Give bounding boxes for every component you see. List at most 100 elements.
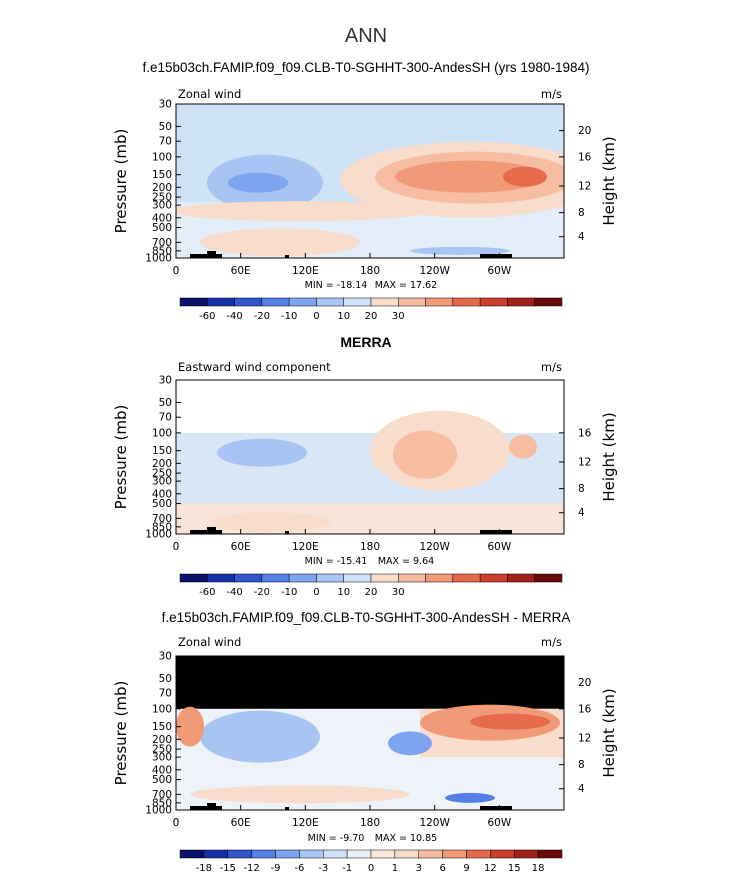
colorbar-swatch bbox=[514, 849, 539, 859]
xtick-label: 60W bbox=[487, 265, 511, 277]
colorbar: -60 -40 -20 -10 0 10 20 30 bbox=[179, 297, 563, 322]
colorbar-swatch bbox=[452, 297, 481, 307]
ytick-right-label: 16 bbox=[578, 427, 592, 439]
colorbar-swatch bbox=[346, 849, 372, 859]
colorbar-swatch bbox=[179, 573, 208, 583]
colorbar-tick-label: 12 bbox=[484, 863, 497, 872]
colorbar-tick-label: 10 bbox=[337, 587, 350, 598]
topography bbox=[190, 803, 512, 810]
units-label: m/s bbox=[541, 87, 562, 101]
ytick-label: 400 bbox=[152, 764, 172, 776]
colorbar-tick-label: 1 bbox=[392, 863, 398, 872]
diff-cool-core bbox=[388, 731, 432, 756]
colorbar-swatch bbox=[398, 573, 426, 583]
ytick-label: 300 bbox=[152, 752, 172, 764]
colorbar-swatch bbox=[479, 297, 508, 307]
ytick-label: 700 bbox=[152, 237, 172, 249]
xtick-label: 120W bbox=[419, 541, 450, 553]
diff-surface-cool bbox=[445, 792, 495, 803]
yaxis-label: Pressure (mb) bbox=[112, 129, 130, 234]
xtick-label: 120E bbox=[292, 541, 319, 553]
ytick-right-label: 12 bbox=[578, 456, 591, 468]
colorbar-swatch bbox=[452, 573, 481, 583]
ytick-label: 1000 bbox=[145, 253, 172, 265]
xtick-label: 180 bbox=[360, 265, 380, 277]
surface-warm bbox=[200, 228, 360, 257]
ytick-label: 150 bbox=[152, 445, 172, 457]
xtick-label: 120W bbox=[419, 817, 450, 829]
ytick-label: 50 bbox=[159, 673, 172, 685]
colorbar-swatch bbox=[261, 297, 290, 307]
colorbar-tick-label: 30 bbox=[392, 587, 405, 598]
colorbar-swatch bbox=[370, 849, 396, 859]
ytick-label: 250 bbox=[152, 468, 172, 480]
ytick-label: 850 bbox=[152, 521, 172, 533]
max-label: MAX = 10.85 bbox=[375, 833, 437, 844]
diff-warm-edge bbox=[176, 706, 204, 747]
panel-title: f.e15b03ch.FAMIP.f09_f09.CLB-T0-SGHHT-30… bbox=[143, 60, 590, 75]
colorbar-swatch bbox=[534, 573, 563, 583]
variable-label: Zonal wind bbox=[178, 87, 241, 101]
ytick-label: 1000 bbox=[145, 529, 172, 541]
colorbar-swatch bbox=[425, 297, 454, 307]
jet-warm-core bbox=[509, 434, 537, 459]
yaxis-label: Pressure (mb) bbox=[112, 405, 130, 510]
colorbar-swatch bbox=[370, 297, 399, 307]
colorbar-tick-label: 30 bbox=[392, 311, 405, 322]
colorbar-swatch bbox=[288, 573, 317, 583]
colorbar-tick-label: -10 bbox=[281, 311, 297, 322]
ytick-right-label: 12 bbox=[578, 180, 591, 192]
colorbar-swatch bbox=[466, 849, 491, 859]
ytick-right-label: 12 bbox=[578, 732, 591, 744]
colorbar-swatch bbox=[507, 573, 535, 583]
ytick-right-label: 8 bbox=[578, 759, 585, 771]
xtick-label: 0 bbox=[173, 541, 180, 553]
diff-cool bbox=[200, 710, 320, 763]
ytick-label: 70 bbox=[159, 136, 172, 148]
ytick-label: 500 bbox=[152, 498, 172, 510]
ytick-label: 400 bbox=[152, 488, 172, 500]
xtick-label: 120W bbox=[419, 265, 450, 277]
colorbar-swatch bbox=[537, 849, 563, 859]
ytick-label: 500 bbox=[152, 774, 172, 786]
colorbar-swatch bbox=[394, 849, 419, 859]
xtick-label: 120E bbox=[292, 817, 319, 829]
ytick-label: 300 bbox=[152, 476, 172, 488]
diff-warm-core bbox=[470, 713, 550, 730]
variable-label: Zonal wind bbox=[178, 635, 241, 649]
max-label: MAX = 17.62 bbox=[375, 280, 437, 291]
colorbar-tick-label: -20 bbox=[254, 587, 270, 598]
ytick-label: 30 bbox=[159, 375, 172, 387]
xtick-label: 60E bbox=[231, 541, 251, 553]
ytick-label: 70 bbox=[159, 688, 172, 700]
ytick-label: 30 bbox=[159, 99, 172, 111]
colorbar-swatch bbox=[275, 849, 300, 859]
ytick-right-label: 8 bbox=[578, 207, 585, 219]
xtick-label: 0 bbox=[173, 265, 180, 277]
panel-title: MERRA bbox=[340, 334, 391, 350]
ytick-label: 70 bbox=[159, 412, 172, 424]
ytick-label: 100 bbox=[152, 427, 172, 439]
contour-field bbox=[176, 656, 564, 810]
jet-cool-core bbox=[228, 172, 288, 193]
xtick-label: 60W bbox=[487, 817, 511, 829]
ytick-label: 200 bbox=[152, 734, 172, 746]
ytick-label: 850 bbox=[152, 797, 172, 809]
jet-warm-core bbox=[503, 166, 547, 187]
colorbar-swatch bbox=[343, 573, 372, 583]
colorbar-tick-label: -1 bbox=[342, 863, 352, 872]
colorbar-tick-label: 0 bbox=[313, 587, 319, 598]
xtick-label: 60E bbox=[231, 265, 251, 277]
ytick-label: 250 bbox=[152, 192, 172, 204]
surface-cool bbox=[410, 246, 510, 255]
xtick-label: 60W bbox=[487, 541, 511, 553]
ytick-label: 700 bbox=[152, 789, 172, 801]
colorbar-swatch bbox=[179, 297, 208, 307]
colorbar-swatch bbox=[507, 297, 535, 307]
ytick-right-label: 4 bbox=[578, 783, 585, 795]
ytick-right-label: 16 bbox=[578, 151, 592, 163]
jet-warm-inner bbox=[395, 160, 545, 193]
colorbar-tick-label: 9 bbox=[463, 863, 469, 872]
ytick-label: 500 bbox=[152, 222, 172, 234]
